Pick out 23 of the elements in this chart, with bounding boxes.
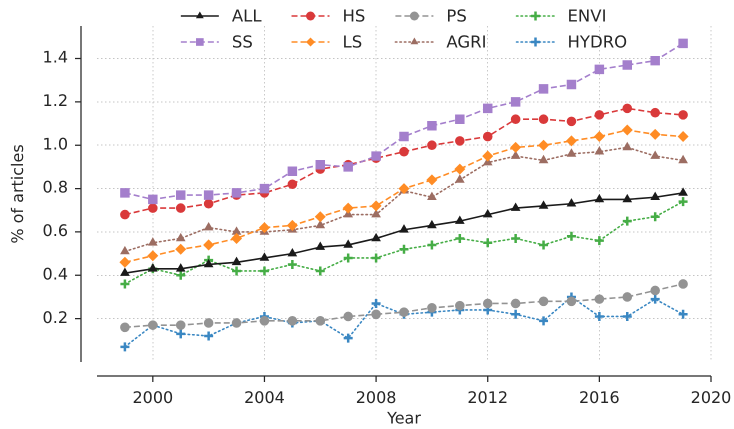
y-axis-title: % of articles [8,144,27,244]
x-tick-label: 2020 [690,388,732,407]
y-tick-label: 0.8 [42,178,68,197]
y-tick-label: 1.4 [42,48,68,67]
y-tick-label: 1.2 [42,91,68,110]
legend-label: LS [342,32,362,52]
y-tick-label: 0.6 [42,221,68,240]
x-tick-label: 2008 [356,388,396,407]
x-tick-label: 2000 [132,388,174,407]
y-tick-label: 1.0 [42,134,68,154]
y-tick-label: 0.4 [42,264,68,284]
legend-label: PS [446,6,467,26]
y-tick-label: 0.2 [42,308,68,327]
legend-label: ENVI [568,6,606,26]
x-tick-label: 2016 [579,388,620,407]
legend-label: AGRI [446,32,487,52]
legend-label: ALL [232,6,262,26]
x-tick-label: 2012 [467,388,508,407]
x-axis-title: Year [386,408,422,428]
legend-label: HS [342,6,366,26]
legend-label: HYDRO [568,32,628,52]
x-tick-label: 2004 [244,388,285,407]
legend-label: SS [232,32,253,52]
